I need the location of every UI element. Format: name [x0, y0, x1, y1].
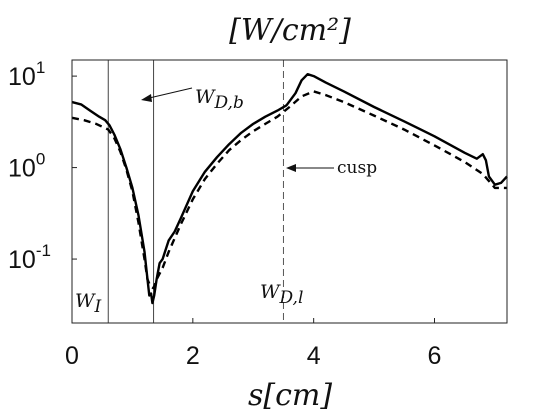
x-axis-label: s[cm] [248, 378, 332, 413]
x-tick-label-0: 0 [65, 342, 79, 370]
series-dashed-line [71, 90, 507, 290]
svg-text:WI: WI [75, 290, 102, 317]
x-tick-label-2: 4 [307, 342, 321, 370]
svg-text:WD,b: WD,b [195, 86, 244, 113]
plot-frame [71, 59, 508, 324]
annotation-wdl: WD,l [260, 281, 303, 308]
annotation-wdb-arrow [144, 87, 193, 100]
annotation-cusp-arrowhead [286, 164, 296, 172]
annotation-wdb-base: W [195, 86, 216, 108]
x-tick-label-1: 2 [186, 342, 200, 370]
annotation-cusp-label: cusp [337, 158, 377, 178]
y-tick-label-2: 10-1 [8, 241, 51, 274]
annotation-wdb: WD,b [141, 86, 244, 113]
annotation-wdl-sub: D,l [279, 288, 304, 308]
svg-text:WD,l: WD,l [260, 281, 303, 308]
annotation-wi: WI [75, 290, 102, 317]
y-tick-label-0: 101 [8, 58, 45, 91]
series-solid-line [71, 73, 508, 305]
annotation-wdb-arrowhead [141, 94, 152, 102]
annotation-wdb-sub: D,b [214, 93, 244, 113]
x-tick-label-3: 6 [428, 342, 442, 370]
y-ticks: 101 100 10-1 [8, 58, 77, 274]
annotation-cusp: cusp [286, 158, 377, 178]
annotation-wi-sub: I [94, 297, 102, 317]
chart-title: [W/cm²] [229, 13, 351, 48]
plot-lines [71, 60, 508, 323]
annotation-wdl-base: W [260, 281, 281, 303]
y-tick-label-1: 100 [8, 150, 45, 183]
annotation-wi-base: W [75, 290, 96, 312]
x-ticks: 0 2 4 6 [65, 318, 441, 370]
